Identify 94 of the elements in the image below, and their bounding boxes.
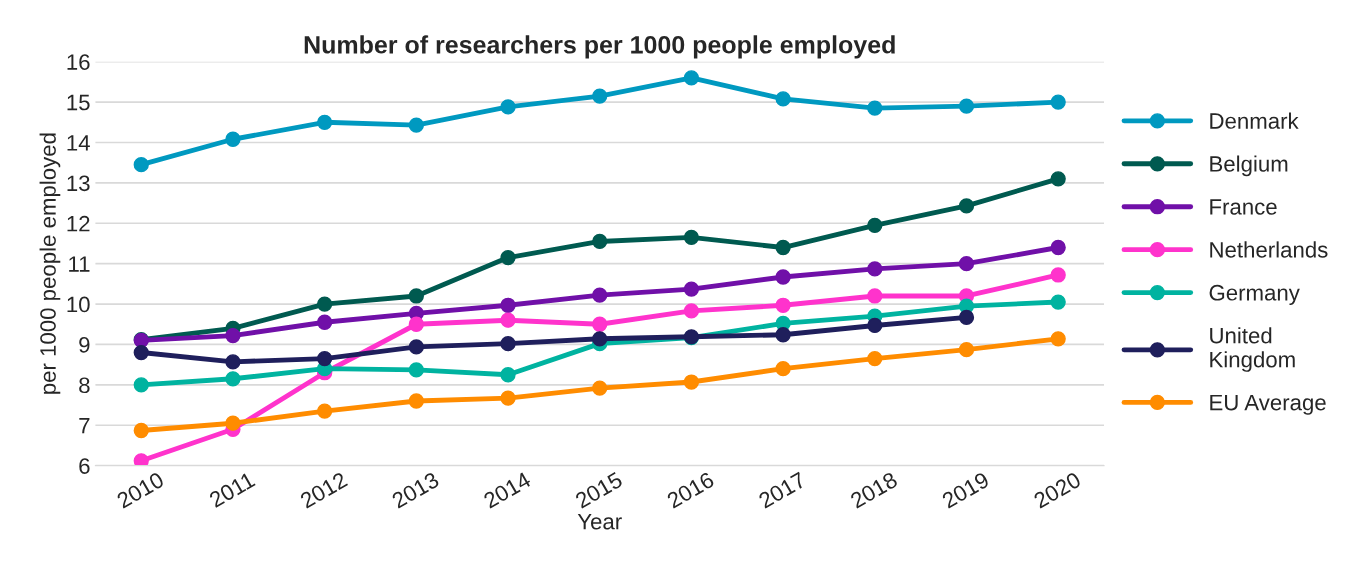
point [592,380,608,396]
point [133,422,149,439]
y-tick-label: 9 [79,336,90,353]
point [775,269,791,285]
legend-label: Germany [1209,284,1300,305]
point [408,316,424,332]
legend-label: Netherlands [1210,241,1328,258]
y-axis-title: per 1000 people employed [39,133,61,394]
point [500,249,516,266]
y-tick-label: 10 [67,296,90,313]
y-tick-label: 8 [79,377,90,394]
x-tick-label: 2018 [849,471,899,509]
x-tick-label: 2013 [391,471,440,509]
point [500,99,516,115]
x-tick-label: 2011 [208,471,256,508]
point [867,288,883,304]
point [225,327,241,344]
y-tick-label: 12 [67,215,90,232]
point [775,297,791,313]
point [1050,171,1066,187]
point [1050,294,1066,310]
point [317,114,333,130]
point [500,367,516,383]
point [683,229,700,246]
point [225,371,241,387]
y-tick-label: 7 [79,418,90,434]
point [408,117,424,133]
y-tick-label: 6 [79,458,90,474]
legend-label: United Kingdom [1210,327,1295,372]
legend-label: Belgium [1210,155,1288,177]
x-tick-label: 2014 [482,471,532,509]
point [683,70,700,86]
point [408,339,424,355]
y-tick-label: 15 [67,94,90,111]
x-tick-label: 2010 [115,471,165,509]
x-axis-title: Year [577,513,622,530]
x-tick-label: 2015 [574,471,624,509]
legend-label: EU Average [1210,394,1326,415]
point [867,317,883,334]
point [408,393,424,409]
point [500,390,516,406]
point [683,374,700,390]
point [1050,239,1066,256]
point [408,362,424,378]
point [775,327,791,343]
x-tick-label: 2016 [666,471,715,509]
legend-label: France [1210,199,1277,215]
y-tick-label: 14 [67,135,90,151]
point [867,261,883,277]
point [317,296,333,312]
x-tick-label: 2017 [757,471,807,509]
point [133,377,149,393]
point [958,309,975,326]
point [775,361,791,377]
point [683,281,700,297]
point [1050,94,1066,110]
point [225,354,241,370]
point [958,98,975,114]
y-tick-label: 16 [67,54,90,70]
point [225,131,241,147]
point [133,344,149,361]
point [592,316,608,332]
point [592,331,608,347]
point [133,453,149,466]
point [317,314,333,330]
point [867,100,883,116]
x-tick-label: 2012 [299,471,349,509]
point [500,312,516,328]
x-tick-label: 2020 [1032,471,1082,509]
point [592,287,608,303]
point [592,233,608,250]
point [683,303,700,319]
y-tick-label: 11 [69,256,90,272]
point [958,198,975,214]
point [1050,267,1066,283]
point [317,350,333,367]
point [958,256,975,272]
chart-title: Number of researchers per 1000 people employed [304,35,895,59]
point [867,217,883,233]
point [775,91,791,107]
point [775,239,791,256]
point [225,415,241,431]
point [867,350,883,367]
legend-label: Denmark [1210,112,1299,129]
point [958,342,975,358]
point [1050,331,1066,347]
point [500,336,516,352]
point [408,288,424,304]
y-tick-label: 13 [67,175,90,192]
point [592,88,608,104]
point [500,297,516,313]
x-tick-label: 2019 [941,471,990,509]
point [317,403,333,419]
point [133,157,149,173]
